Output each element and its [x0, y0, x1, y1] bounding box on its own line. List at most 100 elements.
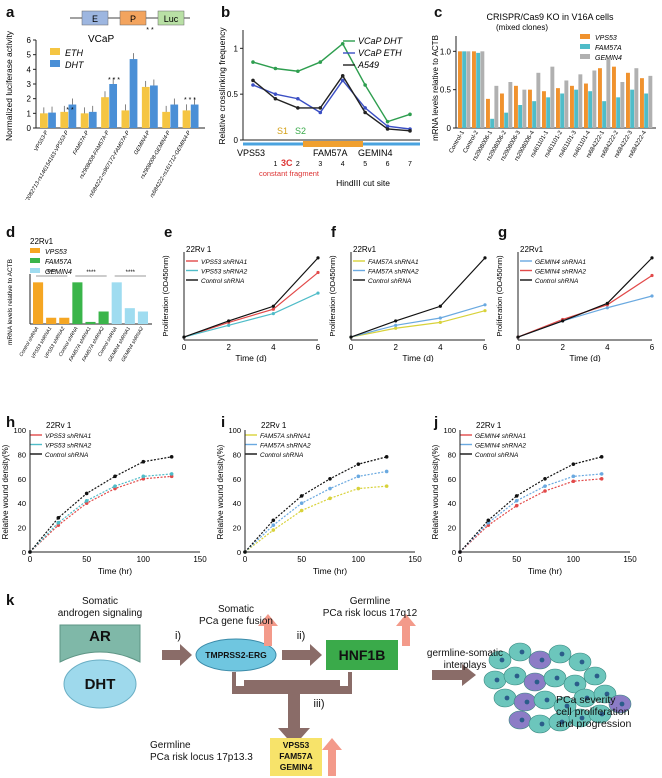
y-tick-label: 100 [443, 426, 456, 435]
series-line [517, 295, 653, 338]
y-tick-label: 0 [22, 548, 26, 557]
legend-label: GEMIN4 [45, 269, 72, 276]
chart-i: 22Rv 1 FAM57A shRNA1 FAM57A shRNA2 Control … [216, 421, 422, 576]
x-tick-label: 3 [318, 161, 322, 168]
legend-label: VPS53 [595, 35, 617, 42]
legend-label: FAM57A [45, 259, 72, 266]
gene-gemin4: GEMIN4 [279, 762, 313, 772]
bar [121, 110, 130, 128]
cell-nucleus [519, 717, 525, 723]
germline-17q-line1: Germline [349, 596, 391, 607]
data-point [316, 291, 320, 295]
y-tick-label: 20 [233, 524, 241, 533]
bar [494, 85, 499, 128]
legend-label: DHT [65, 60, 85, 70]
significance-label: * * * [108, 77, 120, 84]
series-line [29, 473, 172, 553]
cell-nucleus [564, 703, 570, 709]
y-tick-label: 20 [448, 524, 456, 533]
x-tick-label: 0 [516, 343, 521, 352]
series-line [183, 272, 319, 338]
data-point [318, 110, 323, 115]
series-line [183, 292, 319, 338]
y-tick-label: 80 [18, 450, 26, 459]
bar [88, 111, 97, 128]
bar [124, 308, 135, 324]
legend-label: Control shRNA [260, 452, 303, 459]
ar-label: AR [89, 627, 111, 645]
gene-label: GEMIN4 [358, 148, 393, 158]
legend-label: VPS53 [45, 249, 67, 256]
data-point [243, 550, 247, 554]
bar [546, 97, 551, 128]
data-point [271, 528, 276, 532]
bar [129, 59, 138, 128]
data-point [384, 484, 389, 488]
bar [560, 93, 565, 128]
cell-nucleus [539, 721, 545, 727]
data-point [408, 112, 412, 117]
step-iii-label: iii) [313, 698, 325, 710]
data-point [141, 474, 146, 479]
cell-nucleus [594, 673, 600, 679]
cell-line-label: 22Rv1 [520, 245, 544, 254]
outcome-line3: and progression [556, 718, 632, 730]
x-tick-label: rs684222-rs967172-FAM57A-P [88, 130, 131, 199]
bar [466, 51, 471, 129]
significance-label: * * * [184, 97, 196, 104]
cell-nucleus [574, 681, 580, 687]
data-point [328, 477, 332, 481]
bar [480, 51, 485, 129]
panel-h: h 22Rv 1 VPS53 shRNA1 VPS53 shRNA2 Control … [0, 412, 215, 582]
data-point [271, 312, 275, 316]
panel-d: d 22Rv1 VPS53 FAM57A GEMIN4 mRNA levels rela… [0, 222, 160, 362]
bar [592, 70, 597, 128]
bar [522, 89, 527, 128]
data-point [438, 304, 442, 308]
cell-nucleus [599, 711, 605, 717]
data-point [543, 477, 547, 481]
panel-a: a E P Luc VCaP 0 1 2 3 4 5 6 Normalized luciferase … [0, 0, 215, 200]
y-tick-label: 40 [233, 499, 241, 508]
bar [634, 68, 639, 128]
bar [476, 52, 481, 128]
interplay-line1: germline-somatic [426, 648, 504, 659]
y-tick-label: 0 [27, 124, 32, 133]
data-point [514, 503, 519, 508]
data-point [384, 469, 389, 474]
chart-a: E P Luc VCaP 0 1 2 3 4 5 6 Normalized luciferase ac… [4, 10, 205, 200]
bar [504, 112, 509, 128]
y-tick-label: 20 [18, 524, 26, 533]
y-tick-label: 3 [27, 80, 32, 89]
y-tick-label: 0.5 [227, 90, 239, 99]
y-tick-label: 0 [452, 548, 456, 557]
data-point [349, 335, 353, 339]
outcome-line2: cell proliferation [556, 706, 630, 718]
x-tick-label: 6 [316, 343, 321, 352]
somatic-signal-text: Somatic androgen signaling [40, 596, 160, 620]
data-point [394, 326, 398, 330]
panel-label: d [6, 224, 16, 241]
bar [98, 311, 109, 324]
bar [536, 72, 541, 128]
legend-swatch [30, 248, 40, 253]
y-axis-label: mRNA levels relative to ACTB [7, 259, 14, 345]
data-point [28, 550, 32, 554]
data-point [605, 301, 609, 305]
hnf1b-label: HNF1B [338, 647, 386, 663]
series-line [252, 42, 411, 123]
x-tick-label: 50 [512, 555, 521, 564]
bar [137, 311, 148, 324]
bar [80, 113, 89, 128]
data-point [318, 106, 323, 110]
x-tick-label: 7 [408, 161, 412, 168]
data-point [561, 319, 565, 323]
data-point [296, 69, 300, 74]
x-tick-label: 50 [297, 555, 306, 564]
cell-nucleus [494, 677, 500, 683]
bar [500, 93, 504, 128]
bar [48, 112, 56, 128]
pink-arrow-genes [322, 738, 342, 776]
legend-label: ETH [65, 48, 84, 58]
data-point [328, 486, 332, 491]
